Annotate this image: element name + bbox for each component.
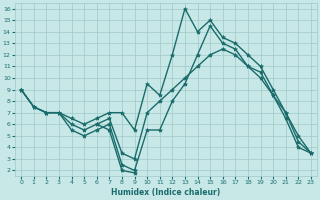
X-axis label: Humidex (Indice chaleur): Humidex (Indice chaleur)	[111, 188, 221, 197]
